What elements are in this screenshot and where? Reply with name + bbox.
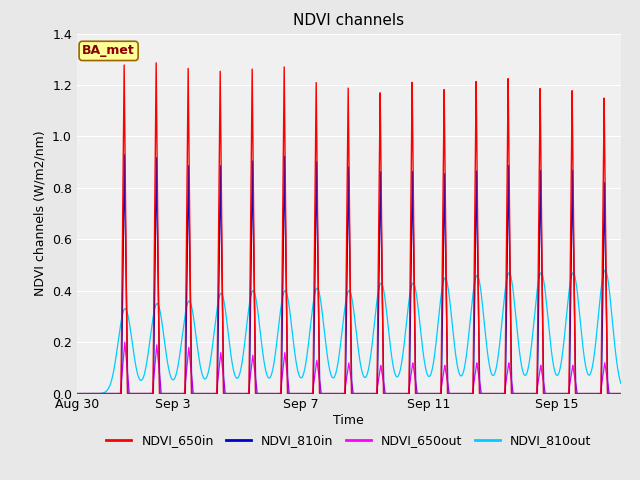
NDVI_650in: [520, 391, 527, 396]
NDVI_810out: [520, 370, 527, 376]
NDVI_650out: [152, 350, 160, 356]
Line: NDVI_810in: NDVI_810in: [77, 155, 621, 394]
NDVI_650in: [127, 391, 134, 396]
NDVI_650in: [424, 391, 432, 396]
NDVI_810in: [617, 391, 625, 396]
Title: NDVI channels: NDVI channels: [293, 13, 404, 28]
NDVI_810out: [617, 380, 625, 386]
X-axis label: Time: Time: [333, 414, 364, 427]
NDVI_650out: [424, 391, 432, 396]
NDVI_810in: [121, 152, 129, 158]
NDVI_650in: [152, 60, 160, 66]
Line: NDVI_650in: NDVI_650in: [77, 63, 621, 394]
NDVI_650in: [152, 78, 160, 84]
NDVI_650in: [528, 391, 536, 396]
NDVI_810out: [197, 365, 205, 371]
NDVI_650out: [121, 339, 129, 345]
NDVI_810out: [601, 267, 609, 273]
NDVI_810in: [197, 391, 205, 396]
NDVI_810out: [73, 391, 81, 396]
NDVI_810in: [127, 391, 134, 396]
NDVI_650out: [520, 391, 527, 396]
NDVI_810out: [424, 373, 432, 379]
NDVI_650in: [197, 391, 205, 396]
Line: NDVI_650out: NDVI_650out: [77, 342, 621, 394]
NDVI_650out: [528, 391, 536, 396]
NDVI_810in: [73, 391, 81, 396]
NDVI_650out: [617, 391, 625, 396]
NDVI_650out: [73, 391, 81, 396]
NDVI_810in: [424, 391, 432, 396]
NDVI_810out: [127, 326, 134, 332]
NDVI_650out: [127, 391, 134, 396]
Y-axis label: NDVI channels (W/m2/nm): NDVI channels (W/m2/nm): [33, 131, 46, 297]
NDVI_650in: [617, 391, 625, 396]
NDVI_810in: [528, 391, 536, 396]
NDVI_650out: [197, 391, 205, 396]
NDVI_810out: [152, 302, 160, 308]
NDVI_810out: [528, 341, 536, 347]
NDVI_650in: [73, 391, 81, 396]
Text: BA_met: BA_met: [82, 44, 135, 58]
NDVI_810in: [152, 187, 160, 192]
Legend: NDVI_650in, NDVI_810in, NDVI_650out, NDVI_810out: NDVI_650in, NDVI_810in, NDVI_650out, NDV…: [101, 429, 596, 452]
NDVI_810in: [520, 391, 527, 396]
Line: NDVI_810out: NDVI_810out: [77, 270, 621, 394]
